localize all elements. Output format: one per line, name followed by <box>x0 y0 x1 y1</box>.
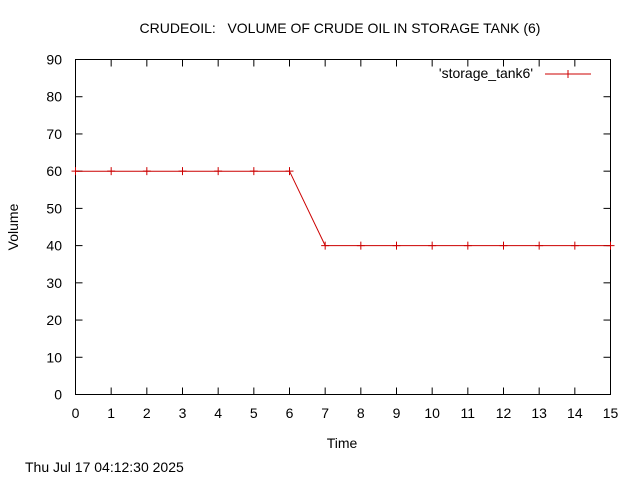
x-tick-label: 14 <box>567 405 583 421</box>
x-tick-label: 15 <box>603 405 619 421</box>
x-axis-label: Time <box>327 435 358 451</box>
legend: 'storage_tank6' <box>439 65 591 81</box>
y-tick-label: 50 <box>46 200 62 216</box>
y-tick-label: 10 <box>46 349 62 365</box>
y-tick-label: 20 <box>46 312 62 328</box>
y-tick-label: 0 <box>54 387 62 403</box>
y-tick-label: 70 <box>46 126 62 142</box>
x-tick-label: 10 <box>424 405 440 421</box>
data-point <box>214 167 223 176</box>
data-point <box>321 241 330 250</box>
data-point <box>606 241 615 250</box>
x-tick-label: 12 <box>496 405 512 421</box>
x-tick-label: 8 <box>357 405 365 421</box>
y-tick-label: 80 <box>46 89 62 105</box>
data-point <box>570 241 579 250</box>
x-tick-label: 3 <box>179 405 187 421</box>
data-point <box>178 167 187 176</box>
data-point <box>71 167 80 176</box>
x-tick-label: 9 <box>393 405 401 421</box>
legend-label: 'storage_tank6' <box>439 65 533 81</box>
data-point <box>535 241 544 250</box>
y-axis-label: Volume <box>5 203 21 250</box>
x-tick-label: 13 <box>531 405 547 421</box>
y-axis-ticks: 0 10 20 30 40 50 60 70 80 90 <box>46 52 611 403</box>
y-tick-label: 40 <box>46 238 62 254</box>
x-tick-label: 7 <box>321 405 329 421</box>
y-tick-label: 90 <box>46 52 62 68</box>
x-axis-ticks: 0 1 2 3 4 5 6 7 8 9 10 11 12 13 14 15 <box>72 59 619 421</box>
timestamp: Thu Jul 17 04:12:30 2025 <box>25 459 184 475</box>
data-point <box>499 241 508 250</box>
legend-marker <box>564 70 572 78</box>
plot-area-frame <box>75 59 611 395</box>
data-point <box>285 167 294 176</box>
y-tick-label: 60 <box>46 163 62 179</box>
x-tick-label: 2 <box>143 405 151 421</box>
x-tick-label: 1 <box>107 405 115 421</box>
x-tick-label: 4 <box>214 405 222 421</box>
data-point <box>392 241 401 250</box>
series-layer <box>71 167 615 250</box>
chart-title: CRUDEOIL: VOLUME OF CRUDE OIL IN STORAGE… <box>140 20 541 36</box>
x-tick-label: 11 <box>461 405 476 421</box>
data-point <box>428 241 437 250</box>
y-tick-label: 30 <box>46 275 62 291</box>
x-tick-label: 5 <box>250 405 258 421</box>
data-point <box>463 241 472 250</box>
x-tick-label: 6 <box>286 405 294 421</box>
data-point <box>142 167 151 176</box>
x-tick-label: 0 <box>72 405 80 421</box>
data-point <box>249 167 258 176</box>
series-line <box>75 170 611 247</box>
data-point <box>107 167 116 176</box>
data-point <box>356 241 365 250</box>
